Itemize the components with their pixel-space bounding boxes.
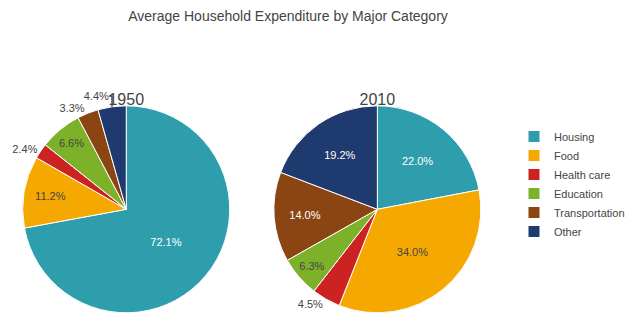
- svg-text:2010: 2010: [360, 91, 396, 108]
- svg-text:1950: 1950: [108, 91, 144, 108]
- svg-text:14.0%: 14.0%: [289, 209, 320, 221]
- svg-text:4.4%: 4.4%: [84, 90, 109, 102]
- svg-text:Food: Food: [554, 150, 579, 162]
- svg-text:Other: Other: [554, 226, 582, 238]
- svg-text:72.1%: 72.1%: [150, 236, 181, 248]
- svg-text:Average Household Expenditure: Average Household Expenditure by Major C…: [128, 8, 448, 24]
- svg-text:Health care: Health care: [554, 169, 610, 181]
- svg-text:Education: Education: [554, 188, 603, 200]
- svg-text:6.3%: 6.3%: [299, 260, 324, 272]
- svg-text:Transportation: Transportation: [554, 207, 625, 219]
- svg-text:4.5%: 4.5%: [298, 298, 323, 310]
- svg-text:11.2%: 11.2%: [35, 190, 66, 202]
- svg-text:3.3%: 3.3%: [60, 102, 85, 114]
- svg-text:19.2%: 19.2%: [324, 149, 355, 161]
- svg-text:Housing: Housing: [554, 131, 594, 143]
- svg-text:2.4%: 2.4%: [12, 143, 37, 155]
- svg-text:6.6%: 6.6%: [59, 137, 84, 149]
- svg-text:34.0%: 34.0%: [397, 246, 428, 258]
- svg-text:22.0%: 22.0%: [402, 155, 433, 167]
